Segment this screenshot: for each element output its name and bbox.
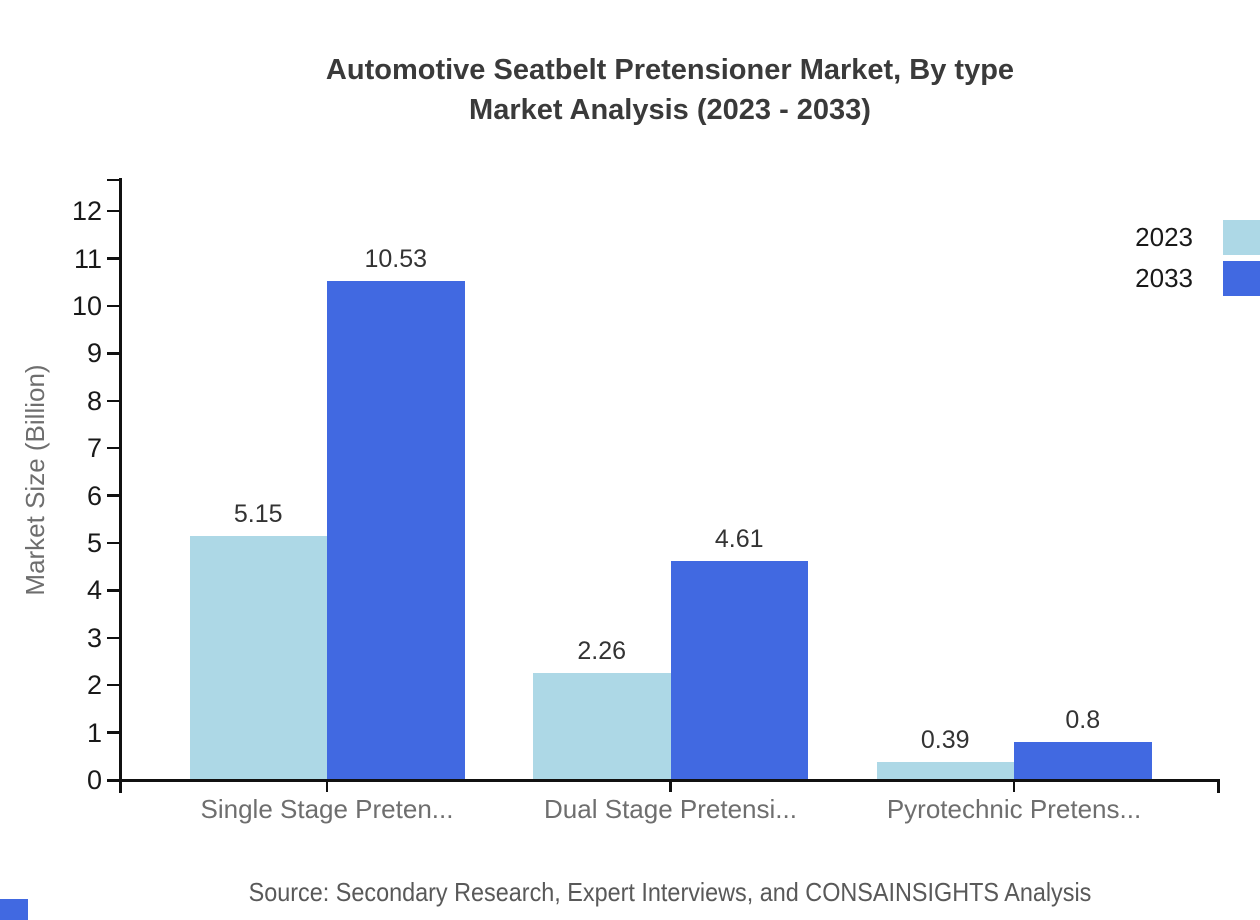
y-axis-tick-label: 12	[71, 196, 102, 227]
corner-accent-square	[0, 899, 28, 920]
x-axis-tick	[1012, 781, 1016, 792]
bar-value-label: 4.61	[714, 525, 764, 554]
chart-title-line1: Automotive Seatbelt Pretensioner Market,…	[325, 54, 1015, 86]
y-axis-tick-label: 5	[86, 528, 102, 558]
y-axis-end-tick	[107, 178, 120, 181]
bar-value-label: 5.15	[233, 499, 283, 528]
bar-2033-group2	[670, 561, 808, 780]
y-axis-line	[118, 178, 122, 793]
source-note: Source: Secondary Research, Expert Inter…	[248, 877, 1092, 907]
category-label: Pyrotechnic Pretens...	[886, 794, 1142, 824]
y-axis-tick-label: 4	[86, 575, 102, 606]
y-axis-tick	[107, 589, 120, 592]
x-axis-end-tick	[1217, 778, 1220, 793]
y-axis-tick	[107, 257, 120, 260]
x-axis-tick	[669, 781, 672, 792]
category-label: Single Stage Preten...	[200, 794, 454, 824]
legend-label-2033[interactable]: 2033	[1135, 263, 1193, 293]
y-axis-tick	[107, 494, 120, 497]
y-axis-tick-label: 11	[73, 243, 102, 274]
chart-title: Automotive Seatbelt Pretensioner Market,…	[120, 50, 1220, 130]
y-axis-tick-label: 10	[71, 291, 102, 321]
y-axis-tick-label: 7	[86, 433, 102, 464]
y-axis-tick-label: 0	[86, 765, 102, 795]
bar-2023-group1	[189, 535, 327, 780]
y-axis-tick	[107, 399, 120, 403]
legend-swatch-2023[interactable]	[1223, 220, 1260, 255]
y-axis-tick-label: 9	[86, 338, 102, 369]
x-axis-line	[107, 778, 1220, 782]
chart-title-line2: Market Analysis (2023 - 2033)	[469, 94, 871, 126]
bar-2033-group1	[327, 280, 465, 780]
bar-value-label: 2.26	[577, 636, 627, 665]
bar-value-label: 0.39	[920, 725, 970, 754]
y-axis-tick	[107, 446, 120, 450]
y-axis-tick	[107, 304, 120, 308]
bar-2023-group2	[533, 672, 671, 780]
y-axis-tick-label: 3	[86, 622, 102, 653]
y-axis-tick-label: 1	[86, 717, 102, 748]
y-axis-tick-label: 8	[86, 385, 102, 416]
bar-2023-group3	[876, 761, 1014, 780]
y-axis-tick	[107, 541, 120, 545]
legend-swatch-2033[interactable]	[1223, 261, 1260, 296]
category-label: Dual Stage Pretensi...	[544, 794, 797, 824]
bar-value-label: 0.8	[1065, 706, 1101, 735]
y-axis-tick-label: 6	[86, 480, 102, 511]
y-axis-tick	[107, 209, 120, 213]
x-axis-tick	[325, 781, 329, 792]
bar-2033-group3	[1014, 742, 1152, 780]
y-axis-tick-label: 2	[86, 670, 102, 701]
y-axis-tick	[107, 352, 120, 355]
bar-value-label: 10.53	[364, 244, 428, 273]
legend-label-2023[interactable]: 2023	[1135, 222, 1193, 252]
y-axis-tick	[107, 731, 120, 734]
y-axis-tick	[107, 636, 120, 640]
y-axis-tick	[107, 683, 120, 687]
